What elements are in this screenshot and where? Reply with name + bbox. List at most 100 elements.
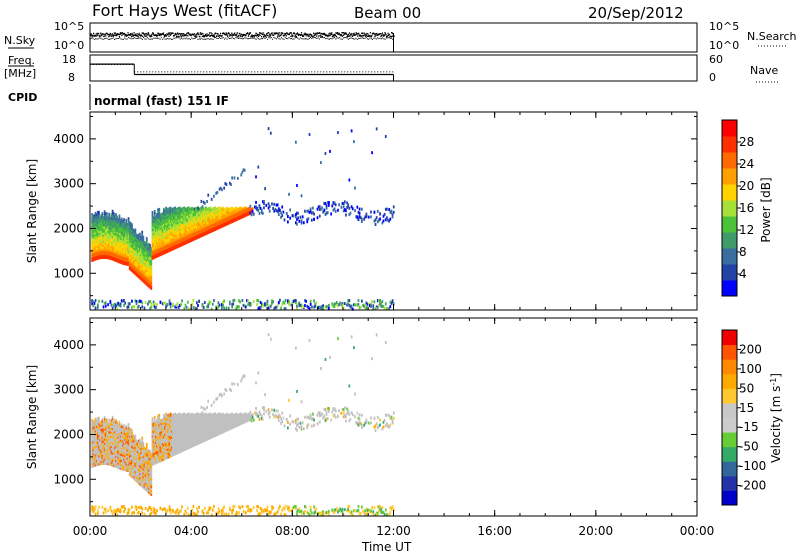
power-cell (161, 218, 164, 221)
velocity-cell (100, 420, 103, 423)
power-cell (178, 230, 181, 234)
velocity-cell (111, 448, 114, 451)
power-cell (165, 212, 167, 216)
velocity-cell (139, 456, 141, 460)
nsearch-point (297, 37, 299, 39)
velocity-cell (116, 439, 119, 443)
power-cell (322, 307, 325, 311)
velocity-cell (129, 438, 132, 441)
power-cell (193, 225, 196, 229)
power-cell (154, 253, 157, 257)
power-cell (123, 260, 125, 263)
power-cell (260, 208, 263, 212)
power-cell (125, 241, 128, 244)
velocity-cell (114, 436, 116, 440)
power-cell (116, 239, 119, 243)
power-cell (124, 254, 127, 258)
power-cell (222, 300, 224, 304)
power-cell (107, 222, 109, 226)
power-cell (121, 231, 124, 235)
power-cell (92, 242, 95, 246)
power-cell (120, 259, 123, 263)
power-cell (323, 208, 326, 212)
power-cell (165, 239, 167, 242)
power-cell (110, 239, 113, 243)
power-cell (203, 227, 206, 230)
nsky-point (280, 33, 282, 36)
power-cell (195, 236, 198, 240)
power-cell (183, 218, 186, 221)
power-cell (195, 212, 198, 216)
velocity-cell (93, 456, 96, 459)
velocity-cell (99, 454, 101, 458)
power-cell (168, 299, 171, 303)
velocity-cell (99, 444, 101, 448)
velocity-cell (134, 464, 137, 468)
power-cell (169, 232, 172, 236)
power-cell (129, 264, 132, 268)
power-cell (164, 223, 166, 226)
power-cell (193, 223, 196, 227)
power-cell (137, 255, 140, 259)
velocity-cell (99, 462, 101, 466)
nsearch-point (322, 37, 324, 39)
power-cell (165, 232, 167, 236)
nsky-point (347, 33, 350, 36)
power-cell (219, 223, 222, 227)
power-cell (191, 235, 194, 238)
power-cell (157, 224, 160, 227)
power-cell (127, 261, 130, 264)
power-cell (177, 237, 180, 240)
power-cell (114, 214, 116, 218)
velocity-cell (117, 436, 120, 439)
power-cell (260, 304, 263, 308)
power-cell (161, 232, 164, 235)
power-cell (125, 220, 128, 224)
power-cell (153, 216, 156, 219)
nsky-point (163, 34, 165, 36)
nsearch-point (134, 37, 136, 39)
power-cell (272, 206, 274, 210)
velocity-cell (103, 460, 106, 463)
power-cell (160, 243, 163, 246)
power-cell (118, 220, 121, 224)
power-cell (116, 307, 119, 311)
power-cell (165, 224, 167, 228)
velocity-cell (102, 448, 105, 451)
nsky-point (180, 35, 182, 38)
nsky-point (142, 35, 144, 38)
power-cell (182, 223, 185, 226)
power-cell (176, 209, 179, 213)
power-cell (147, 276, 149, 279)
velocity-cell (100, 442, 103, 445)
power-cell (246, 207, 248, 211)
nsearch-point (283, 38, 285, 40)
power-cell (178, 214, 181, 218)
nsearch-point (326, 37, 328, 39)
velocity-cell (103, 420, 106, 423)
power-cell (246, 299, 248, 303)
velocity-cell (103, 452, 106, 455)
nsky-point (167, 32, 170, 34)
power-cell (185, 233, 188, 237)
velocity-cell (134, 474, 137, 478)
power-cell (117, 220, 120, 223)
velocity-cell (117, 448, 120, 451)
power-cell (148, 243, 150, 246)
velocity-cell (134, 440, 137, 443)
power-cell (189, 234, 191, 237)
nsky-point (212, 34, 214, 37)
power-cell (106, 212, 108, 215)
power-cell (226, 222, 229, 226)
velocity-cell (111, 443, 114, 447)
power-cell (160, 212, 163, 216)
power-cell (167, 221, 170, 225)
velocity-cell (94, 456, 97, 459)
power-cell (134, 252, 137, 256)
power-cell (260, 302, 263, 306)
power-cell (249, 208, 252, 211)
velocity-cell (137, 459, 140, 463)
power-cell (120, 251, 123, 255)
velocity-cell (111, 458, 114, 461)
